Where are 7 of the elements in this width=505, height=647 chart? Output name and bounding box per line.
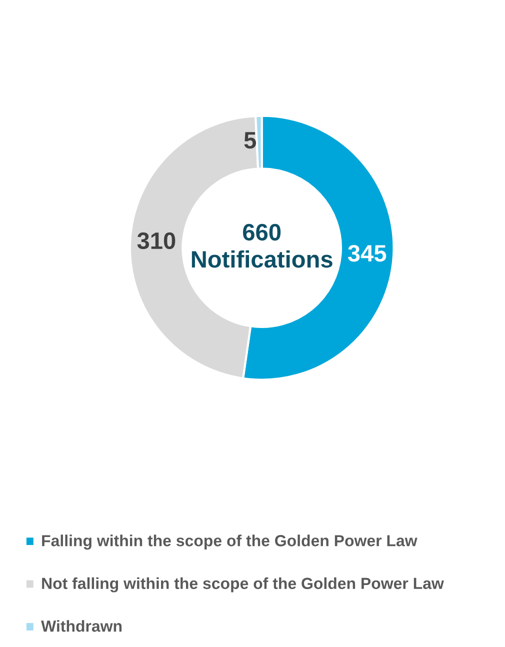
data-label: 345 xyxy=(348,244,386,262)
data-label: 5 xyxy=(244,132,256,149)
data-label: 310 xyxy=(137,232,176,250)
legend-label: Withdrawn xyxy=(41,620,122,632)
text: 660 Notifications xyxy=(192,224,332,268)
legend-label: Not falling within the scope of the Golden Power Law xyxy=(42,577,444,592)
legend-label: Falling within the scope of the Golden Power Law xyxy=(42,534,418,550)
